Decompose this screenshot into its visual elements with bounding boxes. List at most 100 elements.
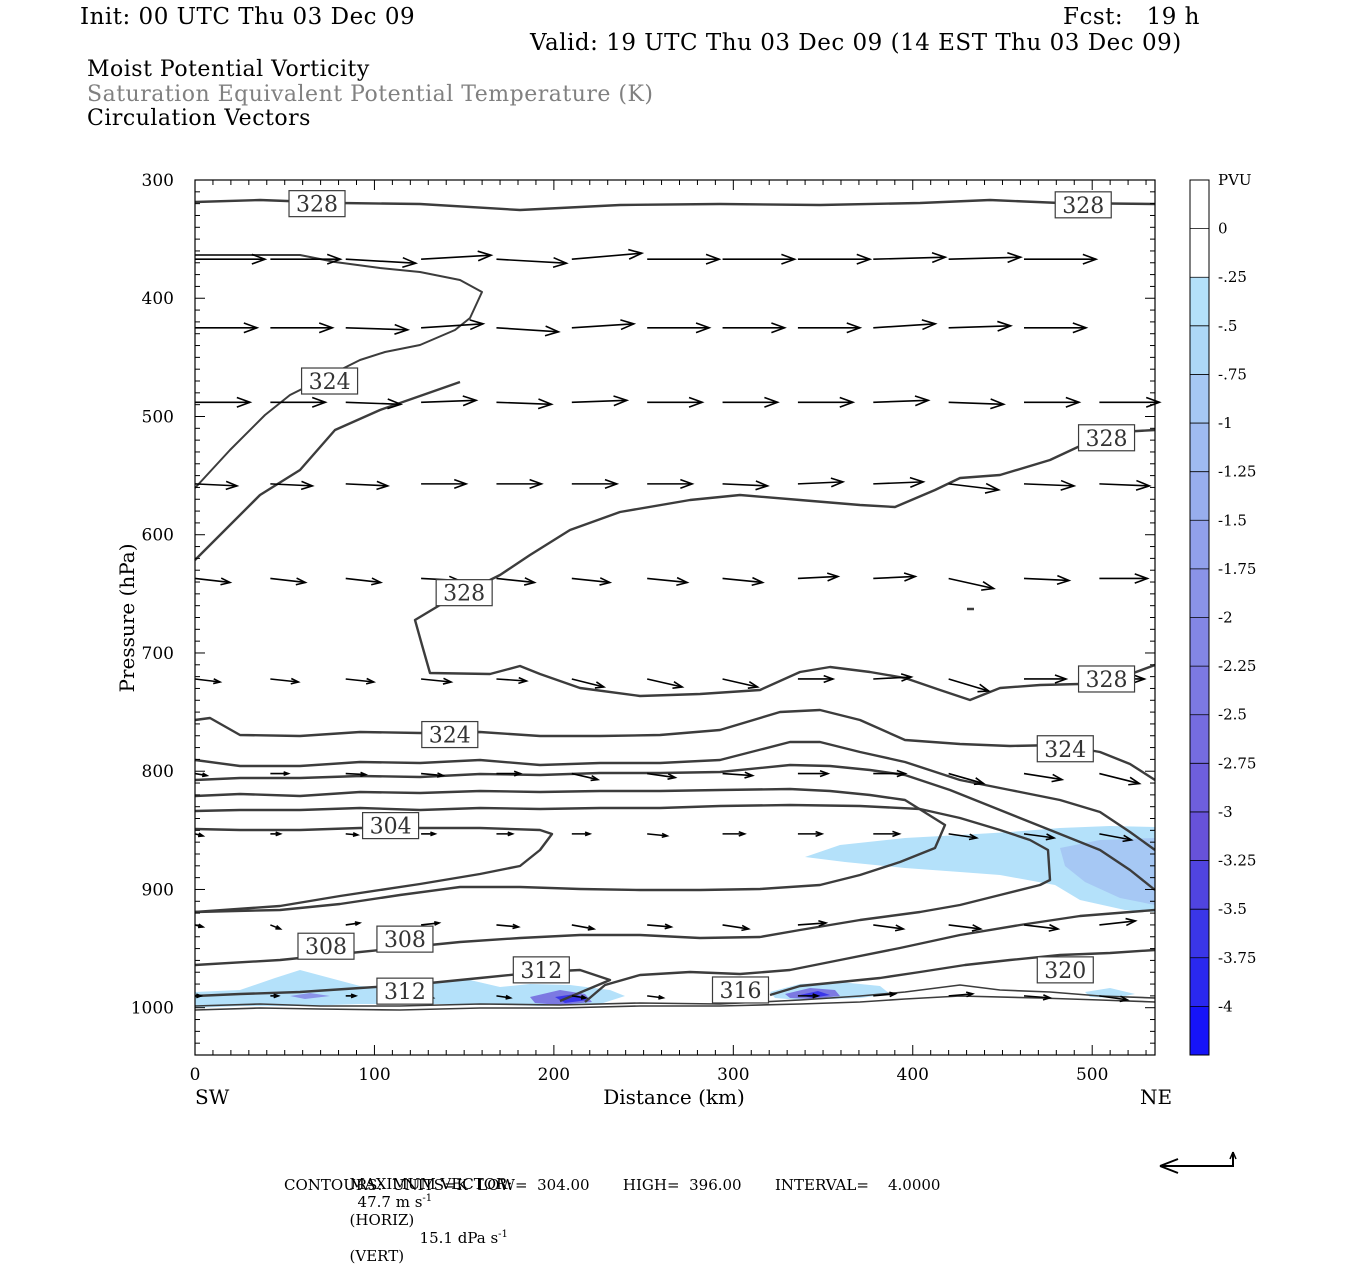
- circulation-vector: [194, 678, 223, 685]
- circulation-vector: [421, 772, 446, 778]
- y-tick-label: 600: [142, 526, 174, 546]
- contour-label: 308: [376, 925, 434, 953]
- circulation-vector: [1099, 573, 1150, 584]
- circulation-vector: [345, 256, 419, 269]
- contour-label-box: [288, 190, 346, 218]
- contour-label-text: 308: [305, 935, 347, 960]
- contour-label: 328: [435, 579, 493, 607]
- circulation-vector: [1099, 479, 1152, 491]
- colorbar-level-label: -2.25: [1218, 657, 1256, 675]
- circulation-vector: [345, 832, 361, 837]
- circulation-vector: [948, 482, 1001, 494]
- circulation-vector: [948, 772, 986, 786]
- contour-label-box: [361, 812, 420, 840]
- contour-label-box: [1036, 956, 1094, 984]
- init-time: Init: 00 UTC Thu 03 Dec 09: [80, 4, 416, 30]
- colorbar-swatch: [1190, 860, 1209, 910]
- circulation-vector: [270, 480, 315, 491]
- colorbar-swatch: [1190, 957, 1209, 1007]
- circulation-vector: [421, 677, 454, 685]
- circulation-vector: [496, 398, 554, 410]
- circulation-vector: [195, 253, 268, 265]
- circulation-vector: [797, 572, 841, 582]
- plot-frame: [194, 179, 1156, 1056]
- contour-label-box: [1077, 665, 1136, 693]
- colorbar-level-label: -.25: [1218, 268, 1247, 286]
- circulation-vector: [194, 480, 240, 491]
- colorbar-swatch: [1190, 520, 1209, 570]
- circulation-vector: [797, 993, 821, 999]
- contour-320: [194, 740, 1156, 851]
- y-tick-label: 800: [142, 762, 174, 782]
- circulation-vector: [873, 319, 938, 331]
- circulation-vector: [1023, 833, 1057, 841]
- circulation-vector: [1024, 396, 1082, 408]
- circulation-vector: [948, 678, 991, 693]
- circulation-vector: [345, 677, 377, 685]
- colorbar-level-label: -.75: [1218, 365, 1247, 383]
- colorbar-level-label: -2.5: [1218, 706, 1247, 724]
- pv-colorbar: 0 -.25 -.5 -.75 -1 -1.25 -1.5 -1.75 -2 -2.25 -2.5 -…: [1189, 179, 1256, 1056]
- colorbar-swatch: [1190, 568, 1209, 618]
- circulation-vector: [797, 830, 825, 837]
- x-axis-label: Distance (km): [603, 1085, 745, 1109]
- circulation-vector: [797, 769, 831, 778]
- circulation-vector: [195, 396, 253, 408]
- circulation-vector: [797, 396, 856, 408]
- circulation-vector: [270, 831, 283, 837]
- cross-section-chart: 300 400 500 600 700 800 900 1000 0 100 200 300 400 5…: [115, 171, 1256, 1174]
- circulation-vector: [873, 395, 931, 407]
- circulation-vector: [270, 396, 328, 408]
- pv-shading: [195, 826, 1155, 1008]
- circulation-vector: [1023, 923, 1061, 932]
- circulation-vector: [797, 920, 829, 927]
- circulation-vector: [421, 395, 479, 407]
- circulation-vector: [1099, 917, 1138, 927]
- contour-label: 312: [376, 977, 434, 1005]
- contour-label-text: 328: [443, 582, 485, 607]
- circulation-vector: [722, 576, 765, 587]
- circulation-vector: [722, 771, 755, 779]
- contour-label-text: 328: [1062, 194, 1104, 219]
- max-vector-vert-unit: (VERT): [349, 1247, 405, 1265]
- max-vector-vert: 15.1 dPa s: [419, 1229, 499, 1247]
- circulation-vector: [1023, 574, 1072, 586]
- circulation-vector: [345, 771, 369, 778]
- circulation-vector: [797, 674, 836, 684]
- colorbar-level-label: -1.5: [1218, 511, 1247, 529]
- circulation-vector: [421, 478, 469, 489]
- contour-label: 304: [361, 812, 420, 840]
- contour-label-box: [376, 925, 434, 953]
- circulation-vector: [948, 924, 983, 932]
- circulation-vector: [496, 478, 544, 489]
- circulation-vector: [496, 676, 529, 685]
- circulation-vector: [571, 395, 630, 407]
- field-title-theta-es: Saturation Equivalent Potential Temperat…: [87, 82, 654, 107]
- contour-label-box: [435, 579, 493, 607]
- contour-label-text: 328: [1086, 668, 1128, 693]
- circulation-vector: [421, 319, 486, 331]
- colorbar-swatch: [1190, 374, 1209, 424]
- circulation-vector: [571, 831, 593, 837]
- x-tick-label: 500: [1076, 1065, 1108, 1085]
- circulation-vector: [345, 398, 404, 410]
- valid-time: Valid: 19 UTC Thu 03 Dec 09 (14 EST Thu …: [530, 30, 1182, 56]
- contour-label-text: 304: [370, 815, 412, 840]
- circulation-vector: [496, 994, 513, 1000]
- colorbar-level-label: -3.25: [1218, 852, 1256, 870]
- circulation-vector: [270, 924, 283, 930]
- circulation-vector: [345, 577, 384, 586]
- x-tick-label: 200: [538, 1065, 570, 1085]
- x-tick-label: 0: [190, 1065, 201, 1085]
- max-vector-vert-exponent: -1: [498, 1229, 508, 1240]
- circulation-vector: [270, 677, 301, 685]
- colorbar-swatch: [1190, 909, 1209, 959]
- circulation-vector: [270, 253, 343, 265]
- circulation-vector: [647, 253, 722, 265]
- circulation-vector: [1024, 674, 1069, 684]
- circulation-vector: [647, 772, 678, 780]
- pv-shade-east-inner: [1060, 838, 1155, 905]
- max-vector-horiz: 47.7 m s: [357, 1193, 423, 1211]
- circulation-vector: [948, 398, 1006, 410]
- contours-info-line: CONTOURS: UNITS=K LOW= 304.00 HIGH= 396.…: [284, 1176, 941, 1194]
